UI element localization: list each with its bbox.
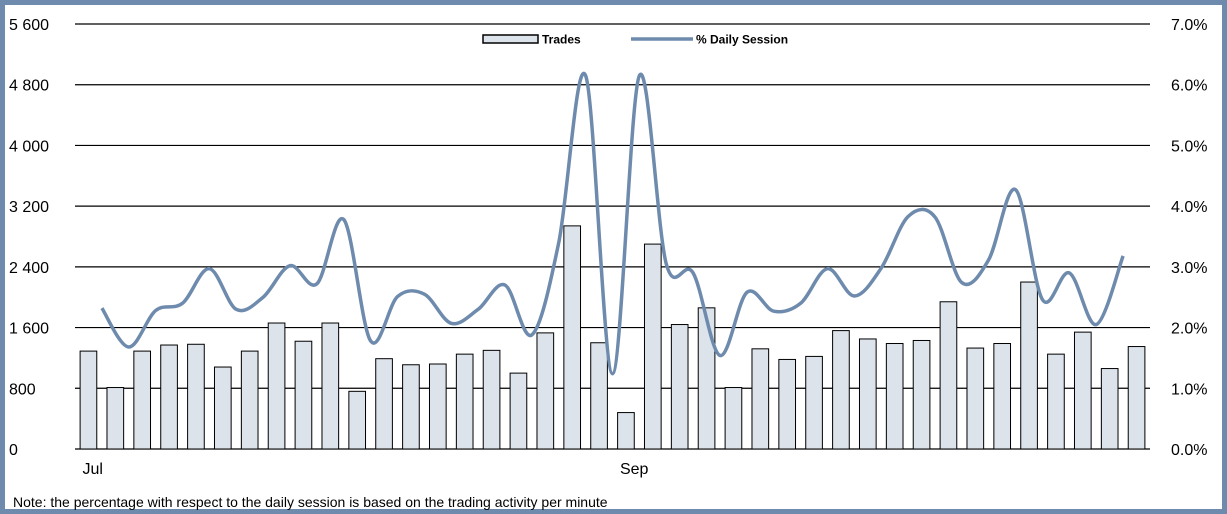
- bar: [428, 363, 447, 450]
- bar: [133, 350, 152, 450]
- right-tick-label: 1.0%: [1171, 381, 1207, 398]
- bar: [267, 322, 286, 450]
- left-axis: 0 800 1 600 2 400 3 200 4 000 4 800 5 600: [9, 17, 49, 459]
- right-tick-label: 6.0%: [1171, 78, 1207, 95]
- bar: [1127, 346, 1146, 450]
- bar: [670, 324, 689, 450]
- left-tick-label: 800: [9, 381, 36, 398]
- left-tick-label: 4 000: [9, 138, 49, 155]
- bar-series: [79, 225, 1146, 450]
- bar: [832, 330, 850, 450]
- bar: [375, 358, 393, 450]
- bar: [348, 390, 367, 450]
- bar: [106, 387, 125, 450]
- bar: [1020, 281, 1038, 450]
- bar: [885, 343, 904, 450]
- right-tick-label: 0.0%: [1171, 442, 1207, 459]
- bar: [402, 364, 420, 450]
- bar: [79, 350, 98, 450]
- bar: [509, 372, 528, 450]
- chart-note: Note: the percentage with respect to the…: [13, 494, 608, 510]
- chart: 0 800 1 600 2 400 3 200 4 000 4 800 5 600 0.0% 1…: [9, 17, 1207, 478]
- bar: [321, 322, 340, 450]
- legend-label-daily-session: % Daily Session: [696, 33, 788, 47]
- bar: [536, 332, 555, 450]
- x-axis: Jul Sep: [82, 461, 648, 478]
- legend: Trades % Daily Session: [482, 33, 788, 47]
- bar: [482, 349, 501, 450]
- left-tick-label: 3 200: [9, 199, 49, 216]
- right-axis: 0.0% 1.0% 2.0% 3.0% 4.0% 5.0% 6.0% 7.0%: [1171, 17, 1207, 459]
- left-tick-label: 4 800: [9, 78, 49, 95]
- bar: [187, 343, 205, 450]
- legend-label-trades: Trades: [542, 33, 581, 47]
- legend-bar-swatch: [482, 34, 539, 44]
- bar: [697, 307, 716, 450]
- line-series: [100, 71, 1125, 376]
- bar: [213, 366, 232, 450]
- x-tick-label: Jul: [82, 461, 102, 478]
- bar: [858, 338, 877, 450]
- series-line: [100, 71, 1125, 376]
- bar: [563, 225, 582, 450]
- bar: [778, 358, 797, 450]
- right-tick-label: 2.0%: [1171, 321, 1207, 338]
- bar: [294, 340, 313, 450]
- left-tick-label: 2 400: [9, 260, 49, 277]
- left-tick-label: 5 600: [9, 17, 49, 34]
- bar: [805, 355, 823, 450]
- left-tick-label: 1 600: [9, 321, 49, 338]
- right-tick-label: 5.0%: [1171, 138, 1207, 155]
- bar: [590, 342, 608, 450]
- bar: [1100, 368, 1119, 450]
- bar: [643, 243, 662, 450]
- bar: [966, 347, 985, 450]
- bar: [617, 412, 635, 450]
- bar: [455, 353, 474, 450]
- bar: [939, 301, 958, 450]
- left-tick-label: 0: [9, 442, 18, 459]
- bar: [1073, 331, 1092, 450]
- bar: [160, 344, 178, 450]
- x-tick-label: Sep: [620, 461, 649, 478]
- gridlines: [75, 23, 1150, 450]
- right-tick-label: 3.0%: [1171, 260, 1207, 277]
- bar: [724, 387, 743, 450]
- bar: [993, 343, 1012, 450]
- bar: [751, 348, 770, 450]
- right-tick-label: 7.0%: [1171, 17, 1207, 34]
- bar: [912, 339, 931, 450]
- bar: [240, 350, 259, 450]
- right-tick-label: 4.0%: [1171, 199, 1207, 216]
- bar: [1047, 353, 1065, 450]
